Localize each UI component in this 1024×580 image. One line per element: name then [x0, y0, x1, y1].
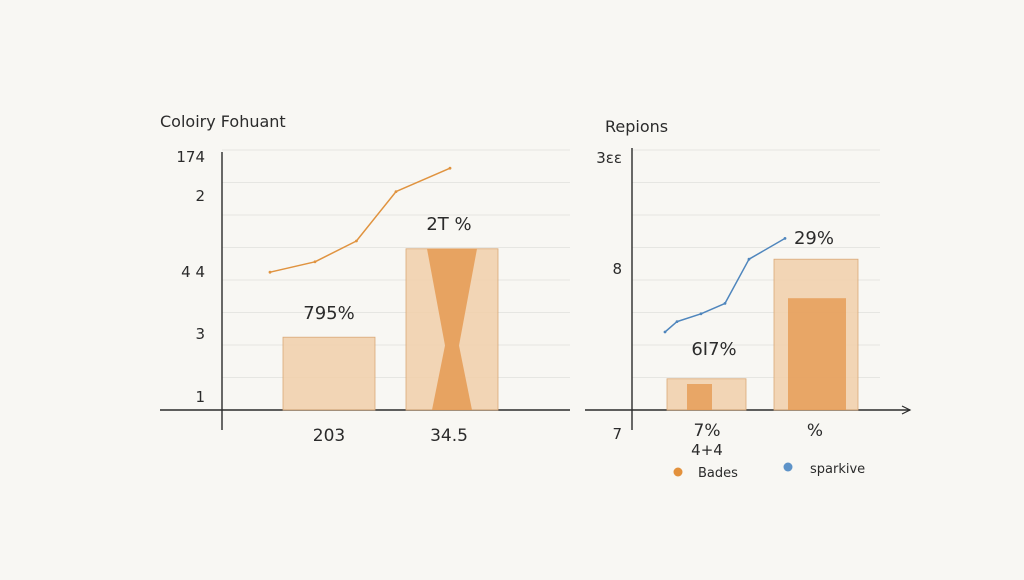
- right-chart-title: Repions: [605, 117, 668, 136]
- line-point: [268, 270, 272, 274]
- trend-line: [664, 237, 786, 333]
- category-label: 7%: [694, 421, 721, 441]
- bar-inner: [788, 298, 846, 410]
- legend-swatch: [783, 462, 793, 472]
- line-point: [394, 190, 398, 194]
- bar-inner: [687, 384, 712, 410]
- category-label: %: [807, 421, 823, 441]
- left-panel: Coloiry Fohuant 174 2 4 4 3 1 795% 2T % 203 34…: [160, 112, 570, 446]
- line-point: [663, 330, 667, 334]
- legend-label: Bades: [698, 466, 738, 481]
- legend-swatch: [673, 467, 683, 477]
- bar-outer: [282, 336, 376, 411]
- y-tick-label: 3ɛɛ: [596, 149, 622, 167]
- data-label: 29%: [794, 228, 834, 249]
- y-tick-label: 8: [612, 260, 622, 278]
- right-panel: Repions 3ɛɛ 8 7 6I7% 29% 7% % 4+4 Bades sparki…: [585, 117, 912, 481]
- line-point: [783, 237, 787, 240]
- y-tick-label: 1: [195, 388, 205, 406]
- line-point: [699, 312, 703, 316]
- data-label: 795%: [303, 303, 354, 324]
- y-tick-label: 7: [612, 425, 622, 443]
- line-point: [675, 320, 679, 323]
- y-tick-label: 3: [195, 325, 205, 343]
- data-label: 2T %: [426, 214, 471, 235]
- data-label: 6I7%: [691, 339, 736, 360]
- legend-label: sparkive: [810, 462, 865, 477]
- line-point: [723, 302, 727, 305]
- y-tick-label: 2: [195, 187, 205, 205]
- category-label: 34.5: [430, 426, 468, 446]
- line-point: [313, 260, 317, 264]
- category-sublabel: 4+4: [691, 441, 723, 459]
- category-label: 203: [313, 426, 345, 446]
- y-tick-label: 4 4: [181, 263, 205, 281]
- left-chart-title: Coloiry Fohuant: [160, 112, 286, 131]
- line-point: [355, 239, 358, 243]
- y-tick-label: 174: [176, 148, 205, 166]
- line-point: [747, 257, 751, 261]
- line-point: [448, 166, 452, 170]
- bar-inner: [427, 248, 477, 410]
- x-axis-arrow: [901, 405, 912, 415]
